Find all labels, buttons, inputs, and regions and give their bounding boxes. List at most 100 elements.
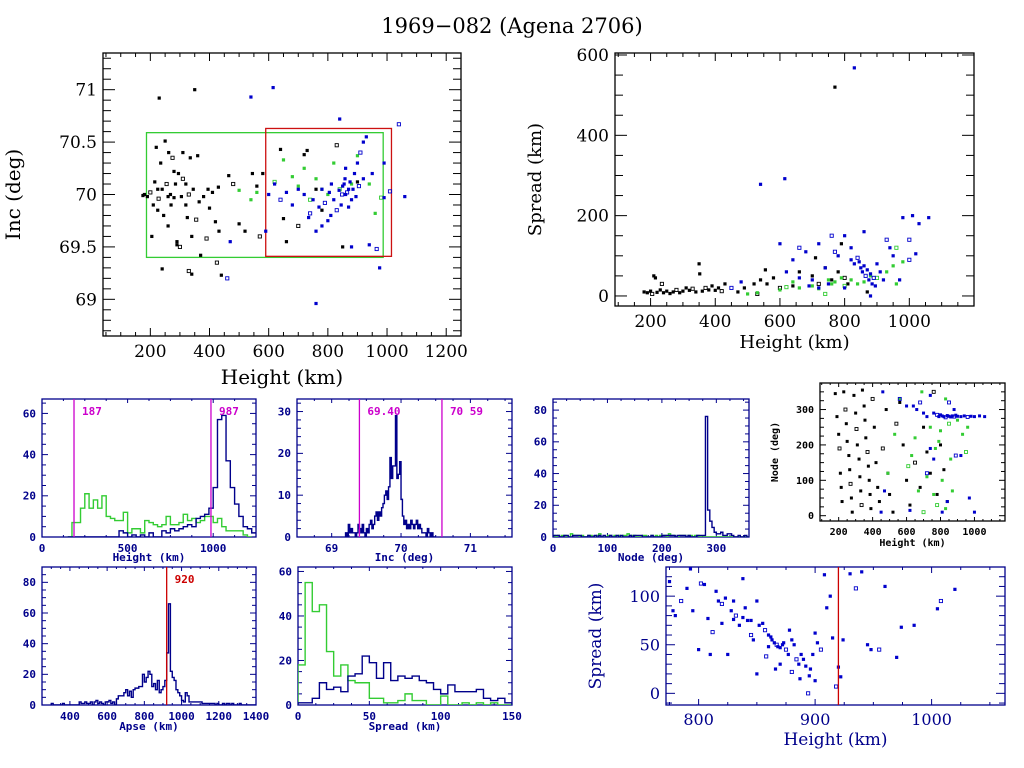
blue-point <box>348 180 352 184</box>
blue-point <box>797 276 801 280</box>
y-tick-label: 0 <box>650 684 660 703</box>
blue-point <box>741 615 745 620</box>
blue-point <box>382 196 386 200</box>
blue-point <box>737 623 741 627</box>
blue-point <box>344 192 348 197</box>
black-point <box>694 290 698 294</box>
x-tick-label: 200 <box>134 342 166 362</box>
x-tick-label: 0 <box>550 542 557 555</box>
blue-point <box>932 411 936 415</box>
green-point <box>894 245 899 250</box>
black-point <box>845 439 849 443</box>
blue-point <box>881 278 886 282</box>
y-tick-label: 69.5 <box>59 238 97 258</box>
blue-point <box>947 400 951 405</box>
blue-point <box>911 404 915 408</box>
x-tick-label: 50 <box>363 710 376 723</box>
black-point <box>172 196 176 200</box>
x-tick-label: 400 <box>699 312 731 332</box>
x-tick-label: 1000 <box>168 710 195 723</box>
black-point <box>888 492 892 496</box>
reference-line-label: 187 <box>82 405 102 418</box>
plot-area <box>833 388 987 515</box>
black-point <box>842 390 846 394</box>
black-point <box>842 275 847 280</box>
black-point <box>210 190 215 195</box>
black-point <box>281 217 286 221</box>
plot-frame <box>552 398 750 538</box>
plot-frame <box>41 566 257 706</box>
blue-point <box>829 233 834 238</box>
blue-point <box>863 273 868 278</box>
blue-point <box>326 219 330 223</box>
blue-point <box>225 276 230 281</box>
black-point <box>874 461 878 465</box>
blue-point <box>228 240 232 244</box>
node-vs-height-chart: 200 400 600 800 1000 0 100 200 300 Height (km) Nod… <box>770 382 1006 549</box>
black-point <box>665 289 669 293</box>
blue-point <box>826 282 831 286</box>
black-point <box>255 184 259 188</box>
x-tick-label: 800 <box>312 342 344 362</box>
plot-frame <box>665 566 1006 706</box>
x-tick-label: 1000 <box>888 312 931 332</box>
blue-point <box>859 266 863 270</box>
blue-point <box>815 641 820 645</box>
black-point <box>703 285 708 290</box>
black-point <box>199 253 203 257</box>
blue-point <box>849 258 853 262</box>
green-point <box>937 439 941 443</box>
black-point <box>713 288 717 292</box>
black-point <box>872 425 876 429</box>
blue-point <box>915 408 919 412</box>
y-tick-label: 40 <box>534 467 547 480</box>
blue-point <box>308 211 313 216</box>
x-tick-label: 0 <box>39 542 46 555</box>
black-point <box>869 507 873 511</box>
blue-point <box>822 573 827 577</box>
blue-point <box>378 266 382 270</box>
blue-point <box>329 213 333 218</box>
black-point <box>302 153 306 157</box>
black-point <box>156 208 160 212</box>
black-point <box>162 213 166 218</box>
x-tick-label: 400 <box>193 342 225 362</box>
black-point <box>852 393 856 397</box>
blue-point <box>922 411 926 415</box>
green-histogram-line <box>67 493 252 537</box>
black-point <box>166 194 170 199</box>
y-tick-label: 10 <box>278 489 291 502</box>
blue-point <box>691 609 695 613</box>
navy-histogram-line <box>553 415 749 537</box>
inc-vs-height-chart: 200 400 600 800 1000 1200 69 69.5 70 70.5 71 Height… <box>1 52 468 389</box>
green-point <box>326 192 330 197</box>
blue-point <box>878 270 882 274</box>
x-tick-label: 1200 <box>425 342 468 362</box>
blue-point <box>852 66 856 70</box>
blue-point <box>719 601 724 606</box>
black-point <box>186 268 191 274</box>
blue-point <box>953 587 957 591</box>
x-axis-label: Apse (km) <box>119 720 179 733</box>
x-tick-label: 1200 <box>206 710 233 723</box>
black-point <box>898 400 902 404</box>
green-point <box>746 292 750 296</box>
blue-point <box>817 242 821 246</box>
x-axis-label: Spread (km) <box>369 720 442 733</box>
black-point <box>678 291 682 295</box>
black-point <box>840 500 844 504</box>
blue-point <box>296 187 300 191</box>
blue-point <box>723 596 728 600</box>
black-point <box>922 425 926 429</box>
blue-point <box>716 599 721 603</box>
black-point <box>707 288 711 292</box>
green-point <box>966 425 970 429</box>
black-point <box>771 276 776 280</box>
blue-point <box>770 638 774 642</box>
black-point <box>697 262 701 266</box>
y-tick-label: 60 <box>23 607 36 620</box>
black-point <box>160 187 164 191</box>
blue-point <box>823 266 827 270</box>
x-tick-label: 1400 <box>243 710 270 723</box>
blue-point <box>322 200 327 205</box>
